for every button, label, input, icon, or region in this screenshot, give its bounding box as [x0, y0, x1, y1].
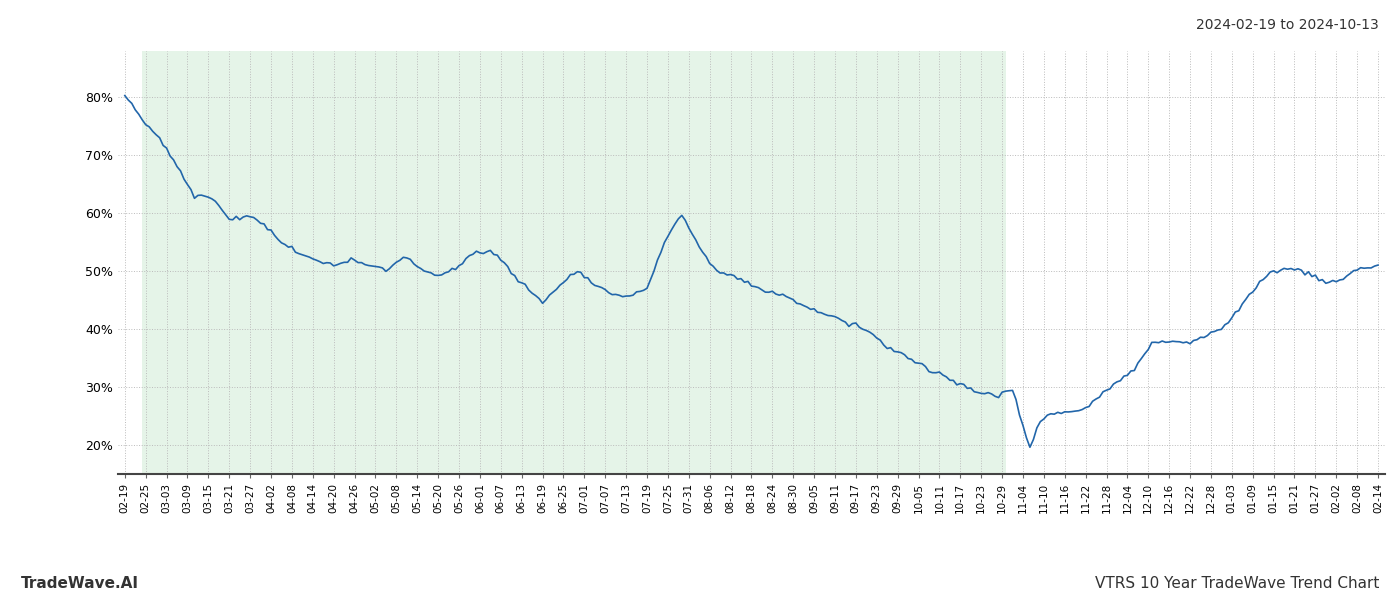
Text: 2024-02-19 to 2024-10-13: 2024-02-19 to 2024-10-13 [1196, 18, 1379, 32]
Bar [143, 51, 1005, 474]
Text: TradeWave.AI: TradeWave.AI [21, 576, 139, 591]
Text: VTRS 10 Year TradeWave Trend Chart: VTRS 10 Year TradeWave Trend Chart [1095, 576, 1379, 591]
